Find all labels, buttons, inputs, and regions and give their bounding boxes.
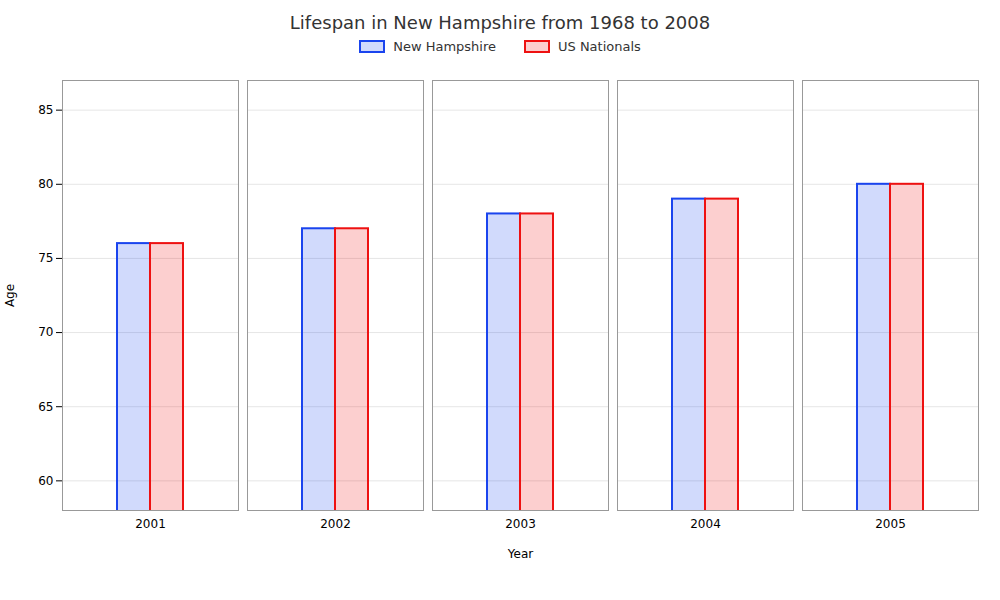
svg-text:2005: 2005: [875, 517, 906, 531]
svg-text:65: 65: [38, 400, 53, 414]
svg-text:75: 75: [38, 251, 53, 265]
svg-text:85: 85: [38, 103, 53, 117]
svg-text:2004: 2004: [690, 517, 721, 531]
html-text:US Nationals: US Nationals: [558, 39, 641, 54]
svg-text:2002: 2002: [320, 517, 351, 531]
svg-text:80: 80: [38, 177, 53, 191]
svg-text:70: 70: [38, 325, 53, 339]
html-text:Lifespan in New Hampshire from: Lifespan in New Hampshire from 1968 to 2…: [289, 12, 711, 33]
svg-text:Year: Year: [507, 547, 533, 561]
svg-text:2003: 2003: [505, 517, 536, 531]
svg-text:Age: Age: [3, 284, 17, 307]
html-text:New Hampshire: New Hampshire: [393, 39, 496, 54]
svg-text:2001: 2001: [135, 517, 166, 531]
svg-text:60: 60: [38, 474, 53, 488]
